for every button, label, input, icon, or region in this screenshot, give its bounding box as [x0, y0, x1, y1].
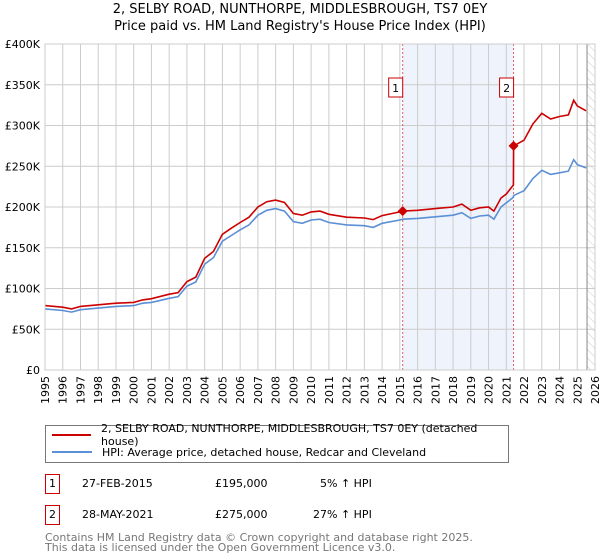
price-chart: 1995 1996 1997 1998 1999 2000 2001 2002 2003 2004…	[5, 38, 600, 404]
x-tick-label: 1995	[39, 376, 52, 404]
x-tick-label: 2007	[252, 376, 265, 404]
x-tick-label: 2022	[518, 376, 531, 404]
sale-price: £195,000	[215, 477, 268, 490]
x-tick-label: 2015	[394, 376, 407, 404]
x-tick-label: 2010	[305, 376, 318, 404]
x-tick-label: 2005	[216, 376, 229, 404]
sale-label-box-2	[499, 77, 515, 98]
sale-label-1: 1	[392, 82, 399, 95]
sale-delta: 5% ↑ HPI	[320, 477, 372, 490]
y-tick-label: £250K	[5, 160, 41, 173]
legend-item-property: 2, SELBY ROAD, NUNTHORPE, MIDDLESBROUGH,…	[52, 422, 508, 448]
footer-copyright: Contains HM Land Registry data © Crown c…	[45, 531, 473, 544]
x-tick-label: 2021	[500, 376, 513, 404]
y-tick-label: £100K	[5, 283, 41, 296]
x-tick-label: 1999	[110, 376, 123, 404]
sale-badge: 2	[45, 505, 60, 525]
y-tick-label: £400K	[5, 38, 41, 51]
x-tick-label: 2003	[181, 376, 194, 404]
x-tick-label: 2006	[234, 376, 247, 404]
x-tick-label: 2016	[412, 376, 425, 404]
x-tick-label: 2025	[571, 376, 584, 404]
y-tick-label: £50K	[12, 323, 41, 336]
sale-point-1	[397, 206, 408, 217]
sale-date: 28-MAY-2021	[82, 508, 154, 521]
legend-item-hpi: HPI: Average price, detached house, Redc…	[52, 444, 426, 460]
x-tick-label: 2009	[287, 376, 300, 404]
sale-price: £275,000	[215, 508, 268, 521]
y-tick-label: £300K	[5, 120, 41, 133]
chart-title: 2, SELBY ROAD, NUNTHORPE, MIDDLESBROUGH,…	[112, 2, 488, 17]
x-tick-label: 2002	[163, 376, 176, 404]
legend-label-hpi: HPI: Average price, detached house, Redc…	[102, 445, 427, 459]
y-tick-label: £350K	[5, 79, 41, 92]
sale-point-2	[508, 140, 519, 151]
x-tick-label: 2014	[376, 376, 389, 404]
x-tick-label: 2026	[589, 376, 600, 404]
y-tick-label: £200K	[5, 201, 41, 214]
legend-swatch-hpi	[52, 451, 92, 453]
sale-delta: 27% ↑ HPI	[313, 508, 372, 521]
x-tick-label: 2011	[323, 376, 336, 404]
legend-label-property: 2, SELBY ROAD, NUNTHORPE, MIDDLESBROUGH,…	[101, 422, 478, 448]
legend-swatch-property	[52, 434, 92, 436]
chart-subtitle: Price paid vs. HM Land Registry's House …	[114, 19, 486, 34]
x-tick-label: 1997	[74, 376, 87, 404]
x-tick-label: 2023	[536, 376, 549, 404]
x-tick-label: 2001	[145, 376, 158, 404]
sale-label-box-1	[388, 77, 404, 98]
y-tick-label: £150K	[5, 242, 41, 255]
x-tick-label: 2024	[554, 376, 567, 404]
x-tick-label: 2017	[429, 376, 442, 404]
sale-date: 27-FEB-2015	[82, 477, 153, 490]
x-tick-label: 2018	[447, 376, 460, 404]
x-tick-label: 2012	[341, 376, 354, 404]
sale-label-2: 2	[503, 82, 510, 95]
chart-legend: 2, SELBY ROAD, NUNTHORPE, MIDDLESBROUGH,…	[45, 422, 509, 463]
x-tick-label: 2000	[128, 376, 141, 404]
plot-border	[44, 43, 596, 371]
x-tick-label: 2019	[465, 376, 478, 404]
x-tick-label: 1996	[57, 376, 70, 404]
sale-badge: 1	[45, 474, 60, 494]
x-tick-label: 2008	[270, 376, 283, 404]
x-tick-label: 1998	[92, 376, 105, 404]
x-tick-label: 2013	[358, 376, 371, 404]
footer-licence: This data is licensed under the Open Gov…	[45, 541, 396, 554]
y-tick-label: £0	[26, 364, 40, 377]
x-tick-label: 2004	[199, 376, 212, 404]
hpi-line	[44, 158, 587, 313]
x-tick-label: 2020	[483, 376, 496, 404]
